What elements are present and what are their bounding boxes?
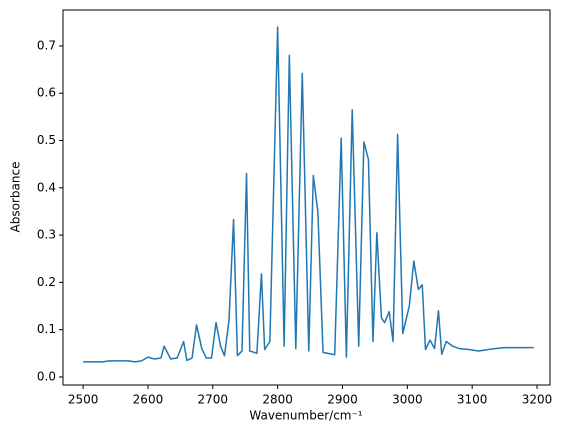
x-axis-label: Wavenumber/cm⁻¹	[249, 409, 362, 423]
y-tick-label: 0.4	[37, 180, 56, 194]
x-tick-label: 3000	[392, 393, 423, 407]
x-tick-label: 2500	[68, 393, 99, 407]
y-tick-label: 0.3	[37, 228, 56, 242]
x-tick-label: 2900	[327, 393, 358, 407]
y-tick-label: 0.0	[37, 369, 56, 383]
y-tick-label: 0.2	[37, 275, 56, 289]
y-tick-label: 0.7	[37, 38, 56, 52]
x-tick-label: 3200	[522, 393, 553, 407]
data-line	[83, 26, 534, 363]
plot-frame	[62, 9, 551, 386]
y-tick-label: 0.6	[37, 86, 56, 100]
x-tick-label: 2800	[262, 393, 293, 407]
x-tick-label: 2600	[133, 393, 164, 407]
x-tick-label: 3100	[457, 393, 488, 407]
y-tick-label: 0.5	[37, 133, 56, 147]
x-tick-label: 2700	[198, 393, 229, 407]
y-axis-label: Absorbance	[9, 162, 23, 233]
y-tick-label: 0.1	[37, 322, 56, 336]
